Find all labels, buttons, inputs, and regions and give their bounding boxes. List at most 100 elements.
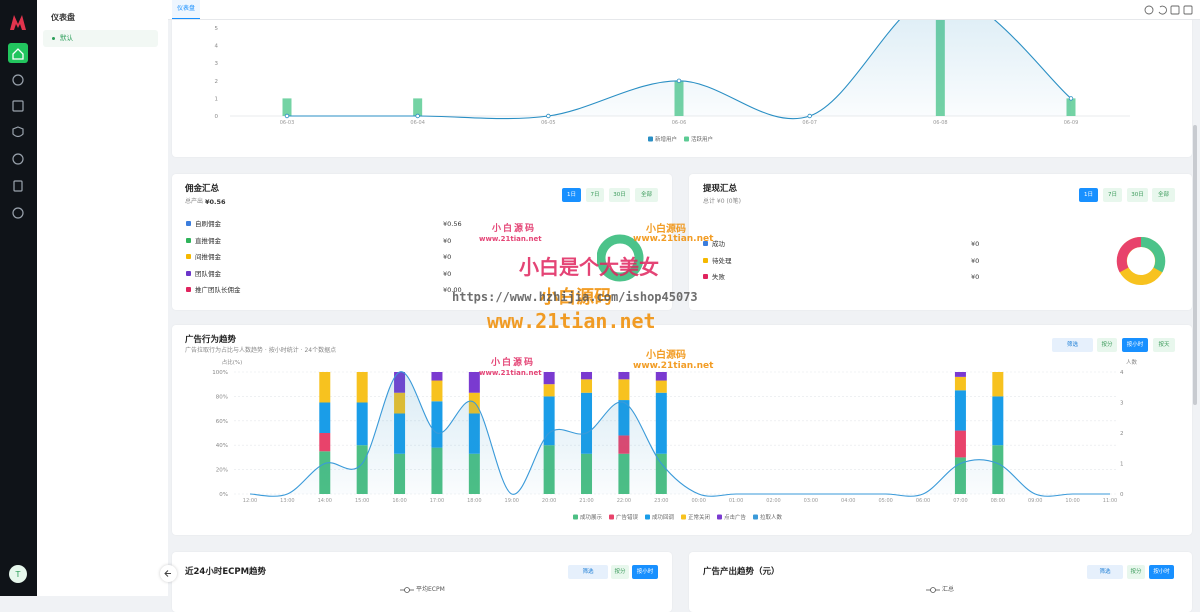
watermark: 小白是个大美女 xyxy=(519,255,659,279)
watermark: 小白源码 xyxy=(491,358,536,368)
x-tick-label: 11:00 xyxy=(1103,498,1117,504)
button[interactable]: 按小时 xyxy=(1149,565,1174,579)
tab-bar: 仪表盘 xyxy=(168,0,1200,20)
tool-close[interactable] xyxy=(1170,5,1180,15)
bar xyxy=(954,376,966,391)
x-tick-label: 07:00 xyxy=(953,498,967,504)
x-tick-label: 02:00 xyxy=(766,498,780,504)
x-tick-label: 15:00 xyxy=(355,498,369,504)
tool-refresh[interactable] xyxy=(1158,5,1167,15)
nav-file[interactable] xyxy=(13,180,23,192)
bar xyxy=(954,430,966,458)
button[interactable]: 筛选 xyxy=(1087,565,1123,579)
menu-title: 仪表盘 xyxy=(51,13,75,22)
button[interactable]: 筛选 xyxy=(1052,338,1093,352)
x-tick-label: 17:00 xyxy=(430,498,444,504)
nav-shield[interactable] xyxy=(12,126,24,138)
watermark: www.21tian.net xyxy=(487,309,656,333)
button[interactable]: 筛选 xyxy=(568,565,608,579)
menu-item[interactable]: 默认 xyxy=(43,30,158,47)
x-tick-label: 06-03 xyxy=(280,120,295,126)
x-tick-label: 16:00 xyxy=(392,498,406,504)
item-value: ¥0 xyxy=(971,240,980,248)
button[interactable]: 按分 xyxy=(611,565,629,579)
watermark: www.21tian.net xyxy=(479,369,542,377)
button[interactable]: 1日 xyxy=(1079,188,1098,202)
avatar-letter: T xyxy=(15,570,21,579)
legend-swatch xyxy=(753,514,758,520)
y-tick-label: 80% xyxy=(216,394,228,400)
x-tick-label: 06:00 xyxy=(916,498,930,504)
button[interactable]: 30日 xyxy=(609,188,630,202)
y-tick-label: 20% xyxy=(216,468,228,474)
x-tick-label: 13:00 xyxy=(280,498,294,504)
legend-swatch xyxy=(609,514,614,520)
legend-label: 汇总 xyxy=(942,586,955,593)
collapse-button[interactable] xyxy=(160,565,177,582)
item-value: ¥0 xyxy=(443,236,452,245)
bar xyxy=(356,402,368,446)
charts: 0 1 2 3 4 5 06-03 06-04 06-05 06-06 06-07 06-08 06-0… xyxy=(212,20,1138,521)
button[interactable]: 按天 xyxy=(1153,338,1175,352)
button[interactable]: 按小时 xyxy=(632,565,658,579)
legend-label: 活跃用户 xyxy=(691,135,713,143)
ad-trend-card: 广告行为趋势 广告拉取行为占比与人数趋势 · 按小时统计 · 24个数据点 xyxy=(172,325,1192,535)
x-tick-label: 00:00 xyxy=(691,498,705,504)
legend-dot xyxy=(703,274,708,279)
menu-item-label: 默认 xyxy=(60,34,73,42)
button[interactable]: 1日 xyxy=(562,188,581,202)
legend-label: 成功回调 xyxy=(652,513,675,521)
item-name: 推广团队长佣金 xyxy=(195,286,241,294)
legend-label: 拉取人数 xyxy=(760,513,783,521)
button[interactable]: 全部 xyxy=(635,188,658,202)
bar xyxy=(618,379,630,401)
line-point xyxy=(676,78,682,83)
y-tick-label: 4 xyxy=(215,44,219,50)
x-tick-label: 04:00 xyxy=(841,498,855,504)
bar xyxy=(655,372,667,381)
bar xyxy=(543,384,555,397)
bar xyxy=(992,396,1004,446)
tool-currency[interactable] xyxy=(1144,5,1154,15)
menu: 仪表盘 默认 xyxy=(37,0,168,596)
x-tick-label: 06-04 xyxy=(410,120,425,126)
bar xyxy=(282,98,292,116)
button[interactable]: 按分 xyxy=(1097,338,1117,352)
legend-swatch xyxy=(648,136,653,142)
button[interactable]: 全部 xyxy=(1152,188,1175,202)
bar xyxy=(954,390,966,431)
button[interactable]: 7日 xyxy=(586,188,604,202)
legend-label: 成功展示 xyxy=(580,513,603,521)
legend-swatch xyxy=(681,514,686,520)
x-tick-label: 05:00 xyxy=(878,498,892,504)
button[interactable]: 7日 xyxy=(1103,188,1122,202)
item-name: 成功 xyxy=(712,240,725,248)
legend-swatch xyxy=(573,514,578,520)
nav-settings[interactable] xyxy=(12,207,24,219)
nav-calendar[interactable] xyxy=(12,100,24,112)
bar xyxy=(954,372,966,377)
legend-icon xyxy=(926,587,940,593)
tab[interactable]: 仪表盘 xyxy=(172,0,200,19)
avatar[interactable] xyxy=(9,565,27,583)
watermark: 小白源码 xyxy=(646,224,686,235)
nav-circle[interactable] xyxy=(12,153,24,165)
line-area xyxy=(250,371,1110,497)
line xyxy=(249,371,1110,497)
line-point xyxy=(1068,96,1074,101)
x-tick-label: 20:00 xyxy=(542,498,556,504)
button[interactable]: 30日 xyxy=(1127,188,1148,202)
scrollbar[interactable] xyxy=(1193,125,1197,405)
legend-dot xyxy=(186,237,191,243)
x-tick-label: 03:00 xyxy=(804,498,818,504)
button[interactable]: 按小时 xyxy=(1122,338,1148,352)
y2-tick-label: 3 xyxy=(1120,401,1124,407)
nav-user[interactable] xyxy=(12,74,24,86)
button[interactable]: 按分 xyxy=(1127,565,1145,579)
tool-fullscreen[interactable] xyxy=(1183,5,1193,15)
y-tick-label: 3 xyxy=(215,61,219,67)
card-title: 提现汇总 xyxy=(703,184,738,194)
watermark: www.21tian.net xyxy=(479,235,542,243)
bar xyxy=(543,396,555,446)
